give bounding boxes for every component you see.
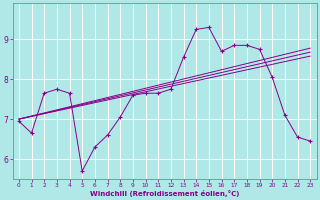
X-axis label: Windchill (Refroidissement éolien,°C): Windchill (Refroidissement éolien,°C) [90, 190, 239, 197]
